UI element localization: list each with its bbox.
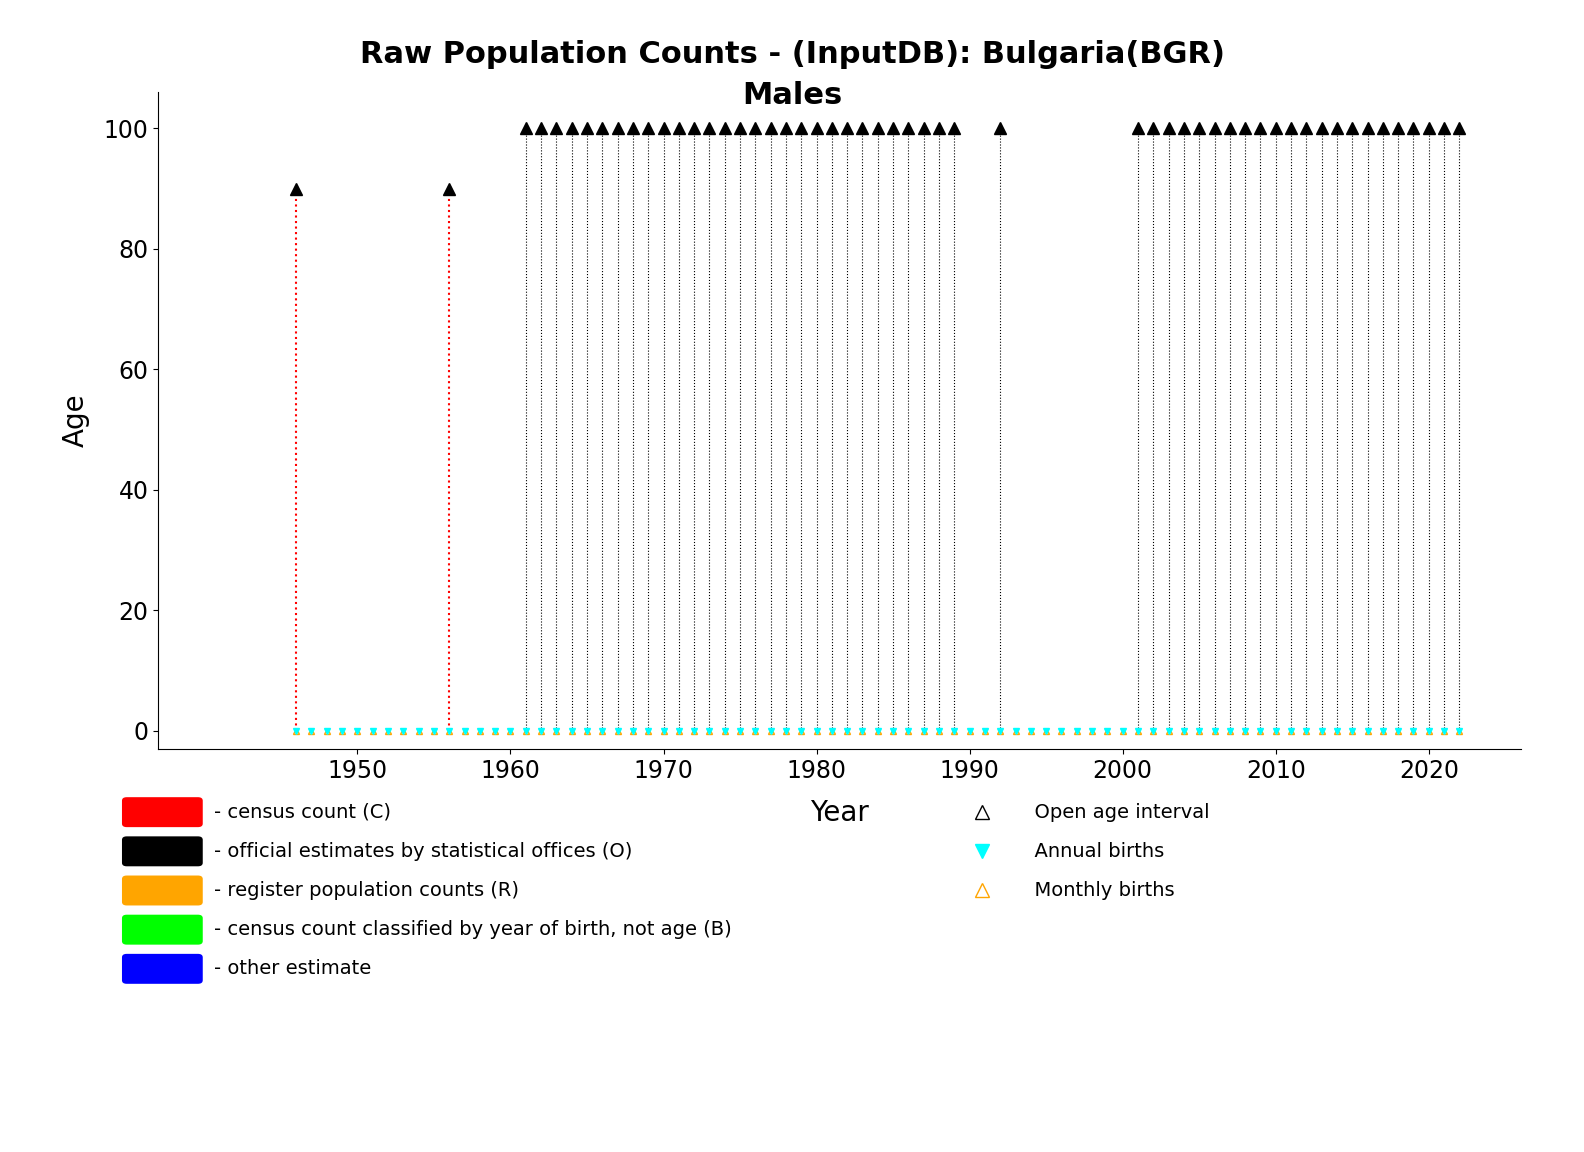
Text: Monthly births: Monthly births [1022,881,1174,900]
Text: - official estimates by statistical offices (O): - official estimates by statistical offi… [214,842,632,861]
Text: Annual births: Annual births [1022,842,1164,861]
Text: - census count classified by year of birth, not age (B): - census count classified by year of bir… [214,920,732,939]
Y-axis label: Age: Age [62,394,90,447]
Text: - other estimate: - other estimate [214,960,371,978]
Text: Males: Males [741,81,843,109]
Text: Open age interval: Open age interval [1022,803,1209,821]
Text: - census count (C): - census count (C) [214,803,391,821]
Text: - register population counts (R): - register population counts (R) [214,881,520,900]
X-axis label: Year: Year [809,799,870,827]
Text: Raw Population Counts - (InputDB): Bulgaria(BGR): Raw Population Counts - (InputDB): Bulga… [360,40,1224,69]
